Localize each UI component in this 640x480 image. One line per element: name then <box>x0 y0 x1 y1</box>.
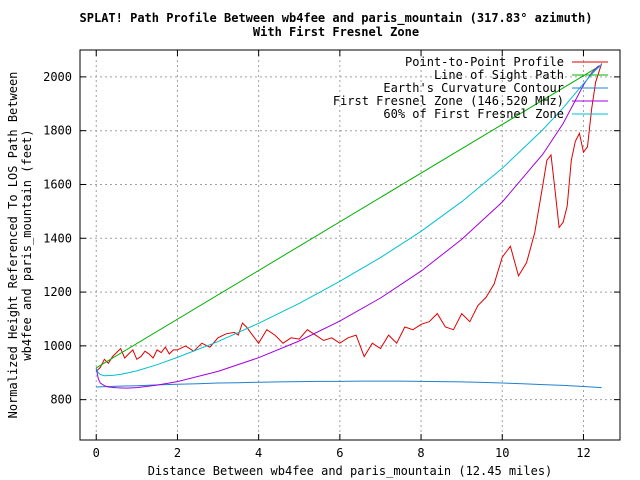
y-tick-label: 2000 <box>43 70 72 84</box>
y-axis-label-line2: wb4fee and paris_mountain (feet) <box>20 129 34 360</box>
y-tick-label: 1200 <box>43 285 72 299</box>
x-tick-label: 10 <box>495 446 509 460</box>
x-tick-label: 6 <box>336 446 343 460</box>
series-line-4 <box>95 64 603 377</box>
legend-label-2: Earth's Curvature Contour <box>383 81 564 95</box>
series-line-1 <box>95 64 602 369</box>
y-tick-label: 1800 <box>43 124 72 138</box>
series-line-0 <box>95 63 603 372</box>
chart-title: SPLAT! Path Profile Between wb4fee and p… <box>80 11 593 26</box>
x-tick-label: 8 <box>417 446 424 460</box>
grid <box>80 50 620 440</box>
y-tick-label: 800 <box>50 393 72 407</box>
x-tick-label: 4 <box>255 446 262 460</box>
legend-label-1: Line of Sight Path <box>434 68 564 82</box>
chart-subtitle: With First Fresnel Zone <box>253 25 419 39</box>
series-line-3 <box>95 64 602 389</box>
x-tick-label: 2 <box>174 446 181 460</box>
x-axis-label: Distance Between wb4fee and paris_mounta… <box>148 464 553 478</box>
series-line-2 <box>96 380 602 389</box>
y-axis-label-line1: Normalized Height Referenced To LOS Path… <box>6 72 20 419</box>
legend-label-4: 60% of First Fresnel Zone <box>383 107 564 121</box>
x-tick-label: 0 <box>93 446 100 460</box>
axis-ticks: 0 2 4 6 8 10 12 800 1000 1200 1400 1600 1800 2000 <box>43 50 620 460</box>
y-tick-label: 1600 <box>43 177 72 191</box>
legend-label-0: Point-to-Point Profile <box>405 55 564 69</box>
y-tick-label: 1000 <box>43 339 72 353</box>
y-tick-label: 1400 <box>43 231 72 245</box>
series-lines <box>95 63 603 389</box>
plot-frame <box>79 49 621 441</box>
legend-label-3: First Fresnel Zone (146.520 MHz) <box>333 94 564 108</box>
x-tick-label: 12 <box>576 446 590 460</box>
